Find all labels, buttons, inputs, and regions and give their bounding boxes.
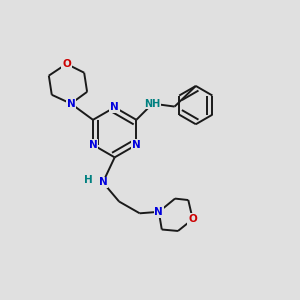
Text: N: N — [154, 207, 163, 217]
Text: N: N — [98, 177, 107, 188]
Text: H: H — [84, 175, 93, 185]
Text: N: N — [132, 140, 141, 150]
Text: N: N — [154, 207, 163, 217]
Text: NH: NH — [144, 99, 161, 109]
Text: N: N — [67, 99, 75, 109]
Text: N: N — [88, 140, 98, 150]
Text: O: O — [62, 59, 71, 69]
Text: N: N — [110, 102, 119, 112]
Text: O: O — [188, 214, 197, 224]
